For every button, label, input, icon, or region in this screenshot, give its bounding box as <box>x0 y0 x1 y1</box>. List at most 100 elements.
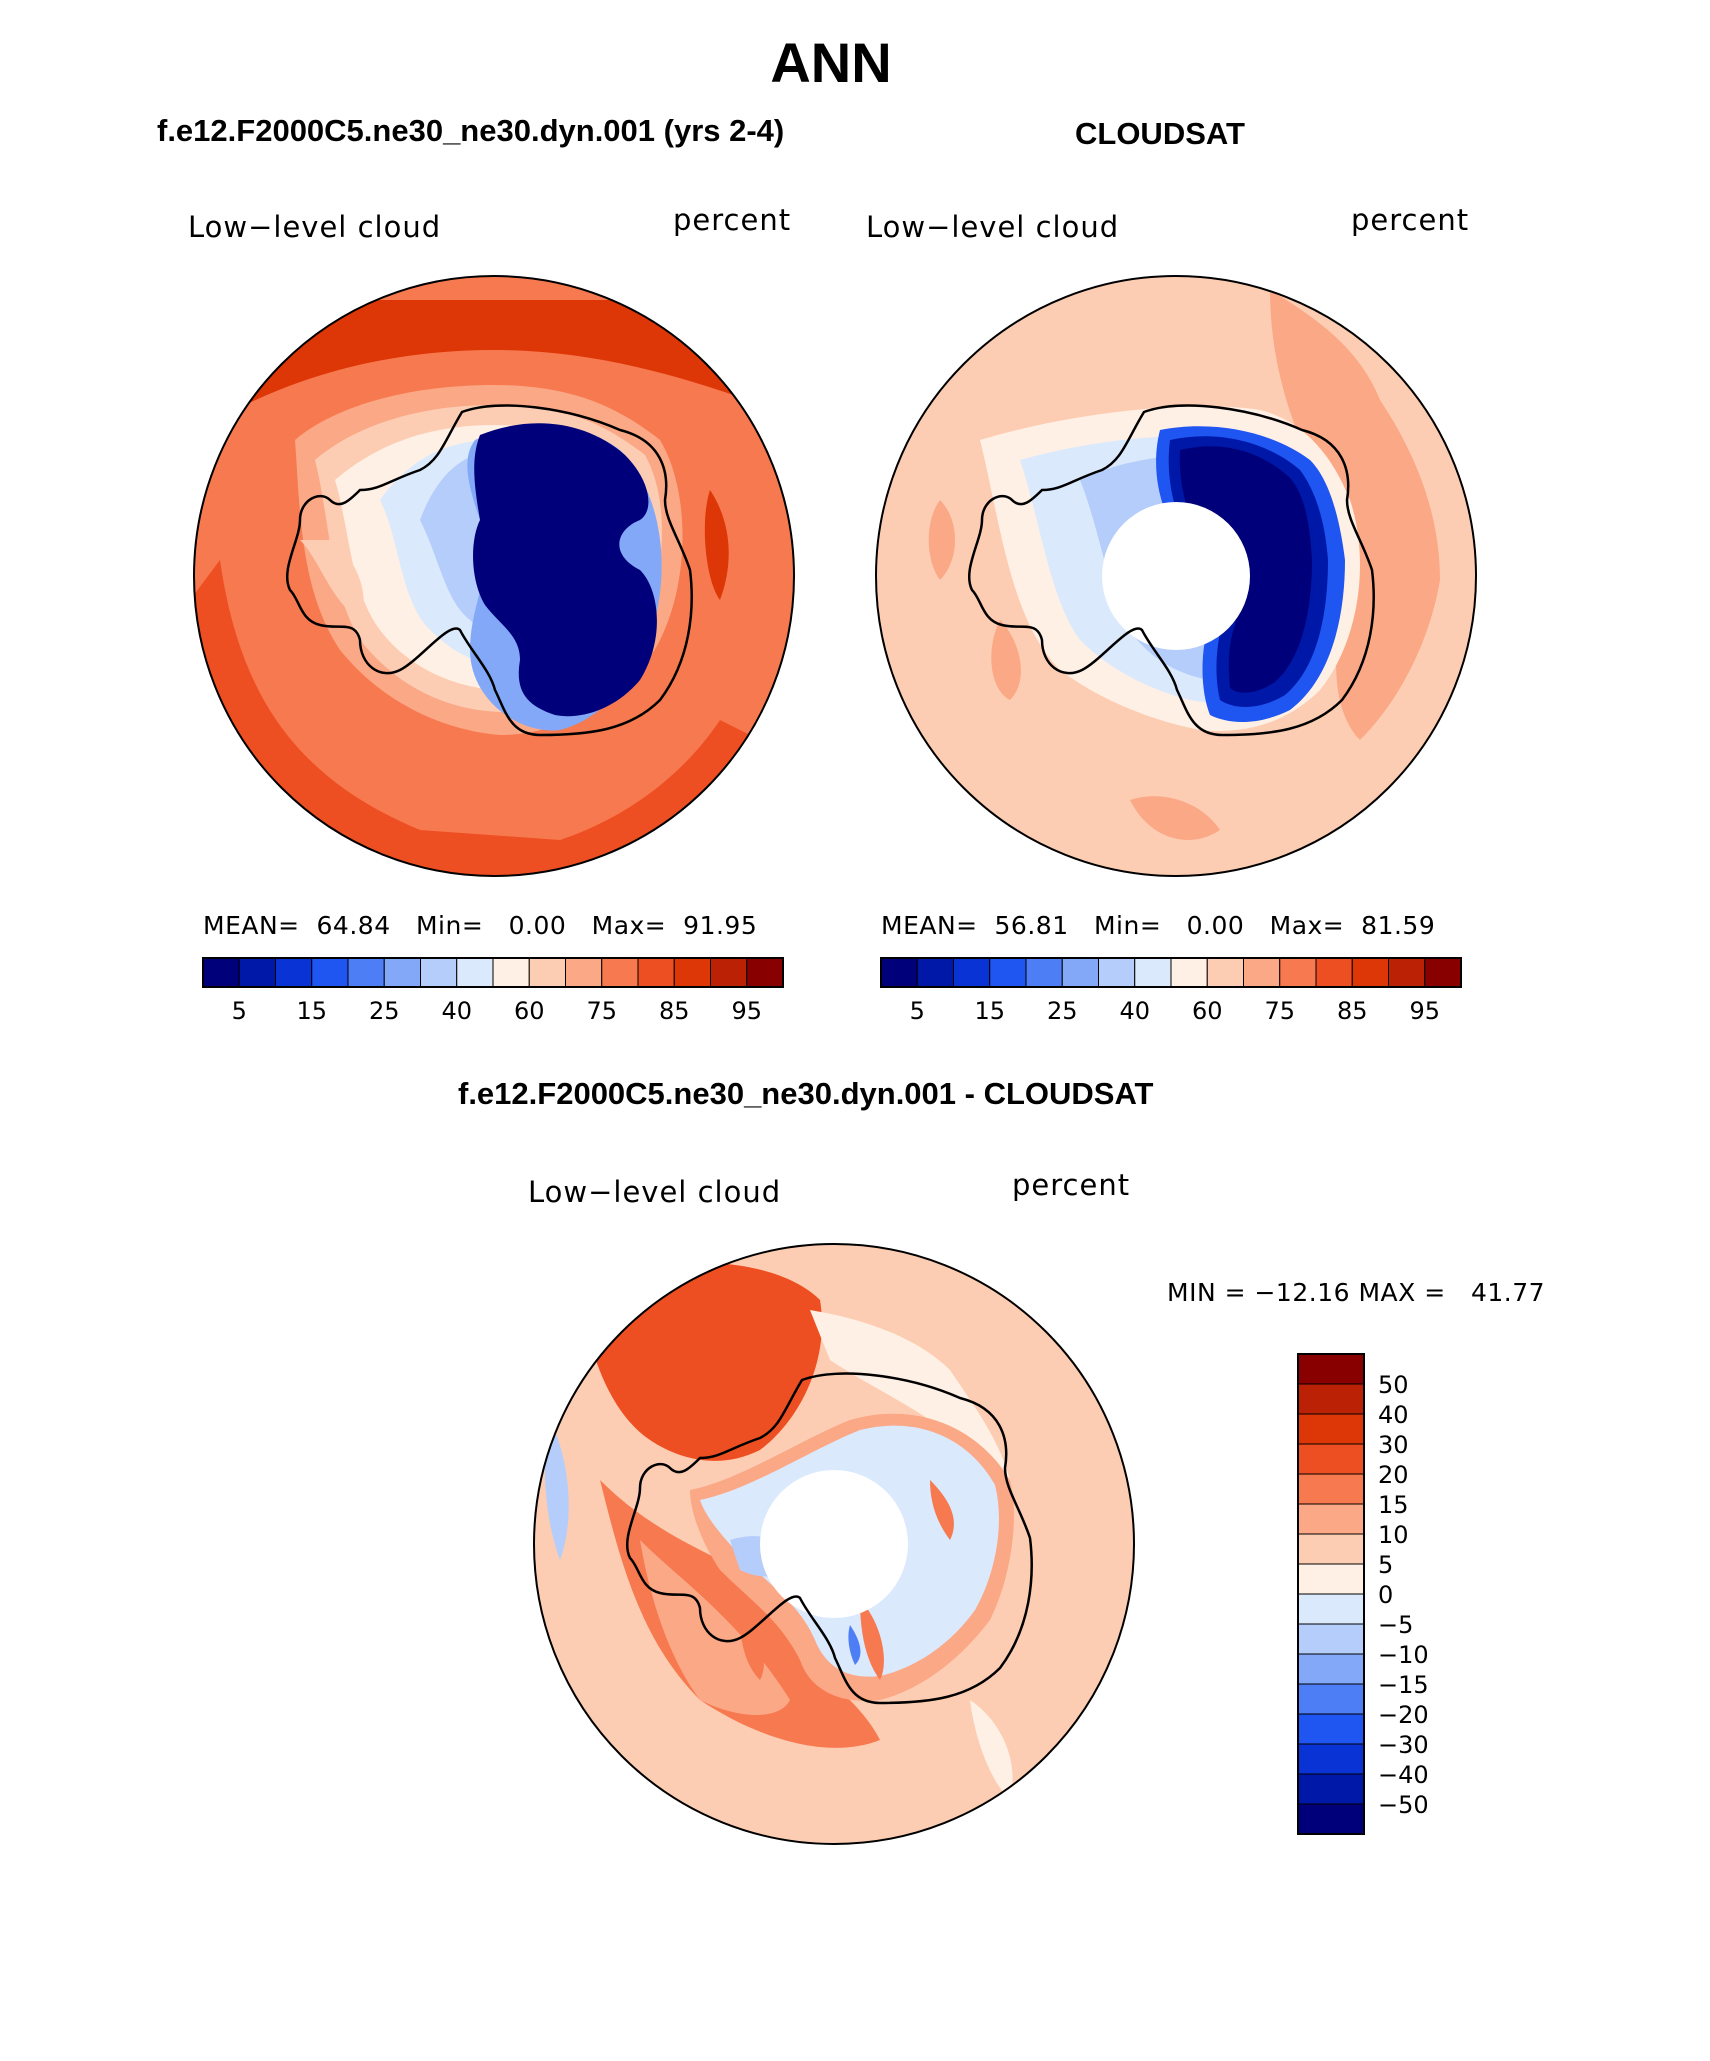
colorbar-tick-label: 20 <box>1378 1461 1409 1489</box>
colorbar-swatch <box>1297 1413 1365 1445</box>
colorbar-swatch <box>311 957 349 988</box>
colorbar-swatch <box>637 957 675 988</box>
colorbar-swatch <box>1297 1533 1365 1565</box>
colorbar-swatch <box>347 957 385 988</box>
colorbar-tick-label: 5 <box>910 997 925 1025</box>
colorbar-swatch <box>1297 1803 1365 1835</box>
colorbar-swatch <box>383 957 421 988</box>
colorbar-frame <box>202 957 784 988</box>
colorbar-swatch <box>953 957 991 988</box>
colorbar-swatch <box>1351 957 1389 988</box>
colorbar-swatch <box>1297 1503 1365 1535</box>
colorbar-tick-label: 60 <box>1192 997 1223 1025</box>
colorbar-tick-label: 25 <box>369 997 400 1025</box>
panel3-variable-label: Low−level cloud <box>528 1175 782 1209</box>
colorbar-tick-label: −40 <box>1378 1761 1429 1789</box>
min-value: 0.00 <box>1186 911 1245 940</box>
colorbar-swatch <box>275 957 313 988</box>
colorbar-tick-label: 60 <box>514 997 545 1025</box>
colorbar-swatch <box>746 957 784 988</box>
colorbar-swatch <box>1315 957 1353 988</box>
panel2-stats: MEAN= 56.81 Min= 0.00 Max= 81.59 <box>881 911 1435 940</box>
panel2-title: CLOUDSAT <box>1075 116 1245 151</box>
colorbar-tick-label: 40 <box>441 997 472 1025</box>
colorbar-swatch <box>1297 1353 1365 1385</box>
map-boundary <box>875 275 1477 877</box>
colorbar-swatch <box>1206 957 1244 988</box>
max-value: 91.95 <box>683 911 758 940</box>
max-label: Max= <box>591 911 667 940</box>
colorbar-swatch <box>673 957 711 988</box>
colorbar-frame <box>880 957 1462 988</box>
panel2-units-label: percent <box>1351 203 1470 237</box>
max-label: Max= <box>1269 911 1345 940</box>
colorbar-tick-label: 95 <box>731 997 762 1025</box>
colorbar-tick-label: 95 <box>1409 997 1440 1025</box>
mean-value: 64.84 <box>316 911 391 940</box>
panel2-variable-label: Low−level cloud <box>866 210 1120 244</box>
colorbar-frame <box>1297 1353 1365 1835</box>
colorbar-tick-label: 15 <box>974 997 1005 1025</box>
colorbar-swatch <box>1297 1593 1365 1625</box>
mean-label: MEAN= <box>881 911 978 940</box>
colorbar-tick-label: 50 <box>1378 1371 1409 1399</box>
colorbar-swatch <box>1061 957 1099 988</box>
panel3-polar-map <box>533 1243 1135 1845</box>
panel2-colorbar: 5 15 25 40 60 75 85 95 <box>880 957 1462 1025</box>
colorbar-swatch <box>1279 957 1317 988</box>
colorbar-swatch <box>1134 957 1172 988</box>
min-label: Min= <box>415 911 484 940</box>
colorbar-tick-label: 0 <box>1378 1581 1393 1609</box>
colorbar-swatch <box>1297 1773 1365 1805</box>
panel1-title: f.e12.F2000C5.ne30_ne30.dyn.001 (yrs 2-4… <box>157 113 785 148</box>
min-value: 0.00 <box>508 911 567 940</box>
antarctica-coastline <box>967 404 1375 737</box>
colorbar-tick-label: 75 <box>1264 997 1295 1025</box>
colorbar-swatch <box>1297 1563 1365 1595</box>
colorbar-swatch <box>420 957 458 988</box>
panel3-minmax: MIN = −12.16 MAX = 41.77 <box>1167 1278 1546 1307</box>
colorbar-swatch <box>1297 1623 1365 1655</box>
colorbar-swatch <box>1243 957 1281 988</box>
max-value: 81.59 <box>1361 911 1436 940</box>
page-title: ANN <box>770 31 892 94</box>
panel1-variable-label: Low−level cloud <box>188 210 442 244</box>
mean-label: MEAN= <box>203 911 300 940</box>
panel1-stats: MEAN= 64.84 Min= 0.00 Max= 91.95 <box>203 911 757 940</box>
colorbar-swatch <box>710 957 748 988</box>
colorbar-tick-label: 5 <box>1378 1551 1393 1579</box>
panel2-polar-map <box>875 275 1477 877</box>
colorbar-swatch <box>1297 1443 1365 1475</box>
panel3-title: f.e12.F2000C5.ne30_ne30.dyn.001 - CLOUDS… <box>458 1076 1154 1111</box>
colorbar-tick-label: −5 <box>1378 1611 1413 1639</box>
colorbar-swatch <box>202 957 240 988</box>
colorbar-swatch <box>492 957 530 988</box>
colorbar-swatch <box>1297 1713 1365 1745</box>
colorbar-tick-label: 25 <box>1047 997 1078 1025</box>
colorbar-tick-label: 15 <box>296 997 327 1025</box>
colorbar-swatch <box>1025 957 1063 988</box>
min-label: Min= <box>1093 911 1162 940</box>
colorbar-swatch <box>1297 1383 1365 1415</box>
colorbar-tick-label: 30 <box>1378 1431 1409 1459</box>
colorbar-swatch <box>880 957 918 988</box>
colorbar-tick-label: 40 <box>1119 997 1150 1025</box>
colorbar-tick-label: −50 <box>1378 1791 1429 1819</box>
colorbar-swatch <box>1297 1473 1365 1505</box>
colorbar-swatch <box>456 957 494 988</box>
colorbar-swatch <box>989 957 1027 988</box>
colorbar-swatch <box>238 957 276 988</box>
antarctica-coastline <box>625 1372 1033 1705</box>
colorbar-tick-label: −15 <box>1378 1671 1429 1699</box>
colorbar-tick-label: −10 <box>1378 1641 1429 1669</box>
panel1-colorbar: 5 15 25 40 60 75 85 95 <box>202 957 784 1025</box>
colorbar-swatch <box>528 957 566 988</box>
colorbar-swatch <box>1297 1653 1365 1685</box>
colorbar-swatch <box>1297 1683 1365 1715</box>
colorbar-tick-label: 85 <box>659 997 690 1025</box>
colorbar-tick-label: −20 <box>1378 1701 1429 1729</box>
panel1-units-label: percent <box>673 203 792 237</box>
colorbar-tick-label: 10 <box>1378 1521 1409 1549</box>
